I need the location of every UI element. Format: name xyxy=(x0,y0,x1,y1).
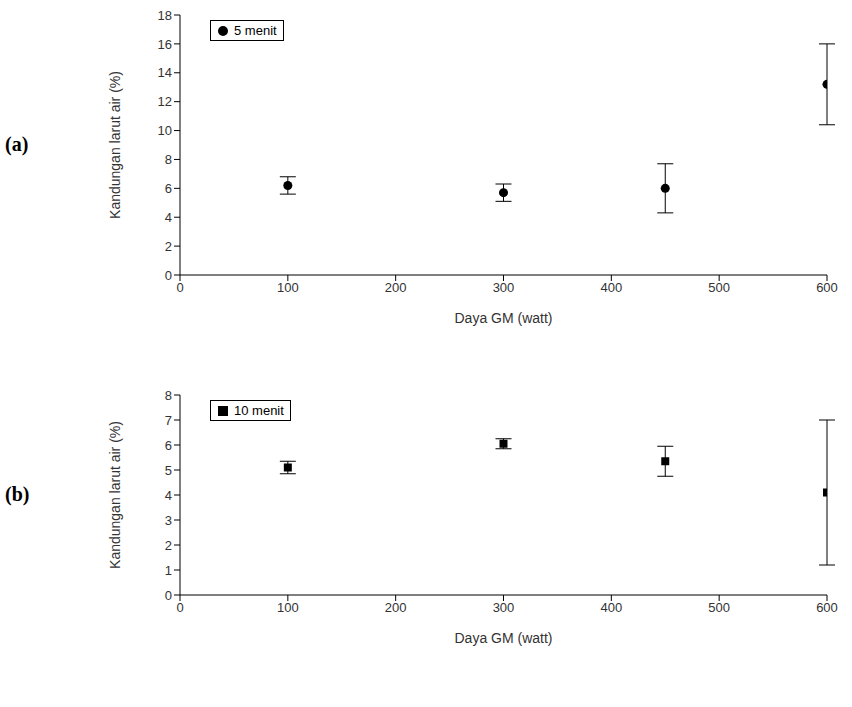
svg-text:500: 500 xyxy=(708,280,730,295)
svg-text:8: 8 xyxy=(165,152,172,167)
svg-text:18: 18 xyxy=(158,8,172,23)
svg-text:0: 0 xyxy=(165,588,172,603)
svg-text:0: 0 xyxy=(165,268,172,283)
html-text:(b): (b) xyxy=(5,483,30,505)
svg-text:600: 600 xyxy=(816,600,838,615)
html-text:10 menit: 10 menit xyxy=(234,403,284,418)
svg-text:14: 14 xyxy=(158,65,172,80)
svg-text:2: 2 xyxy=(165,239,172,254)
html-text:5 menit: 5 menit xyxy=(234,23,277,38)
svg-text:12: 12 xyxy=(158,94,172,109)
svg-text:300: 300 xyxy=(493,280,515,295)
svg-text:8: 8 xyxy=(165,388,172,403)
svg-text:Kandungan larut air (%): Kandungan larut air (%) xyxy=(107,71,123,219)
svg-text:16: 16 xyxy=(158,37,172,52)
svg-text:0: 0 xyxy=(176,600,183,615)
svg-text:100: 100 xyxy=(277,600,299,615)
svg-text:3: 3 xyxy=(165,513,172,528)
svg-text:500: 500 xyxy=(708,600,730,615)
svg-text:300: 300 xyxy=(493,600,515,615)
svg-text:2: 2 xyxy=(165,538,172,553)
svg-text:10: 10 xyxy=(158,123,172,138)
svg-text:5: 5 xyxy=(165,463,172,478)
svg-text:0: 0 xyxy=(176,280,183,295)
svg-text:4: 4 xyxy=(165,210,172,225)
svg-text:200: 200 xyxy=(385,600,407,615)
svg-text:Kandungan larut air (%): Kandungan larut air (%) xyxy=(107,421,123,569)
svg-text:4: 4 xyxy=(165,488,172,503)
svg-text:Daya GM (watt): Daya GM (watt) xyxy=(454,310,552,326)
svg-text:1: 1 xyxy=(165,563,172,578)
svg-text:400: 400 xyxy=(600,280,622,295)
svg-text:100: 100 xyxy=(277,280,299,295)
svg-text:Daya GM (watt): Daya GM (watt) xyxy=(454,630,552,646)
svg-text:200: 200 xyxy=(385,280,407,295)
svg-text:400: 400 xyxy=(600,600,622,615)
svg-text:600: 600 xyxy=(816,280,838,295)
svg-text:6: 6 xyxy=(165,181,172,196)
svg-text:7: 7 xyxy=(165,413,172,428)
html-text:(a): (a) xyxy=(5,133,29,155)
svg-text:6: 6 xyxy=(165,438,172,453)
